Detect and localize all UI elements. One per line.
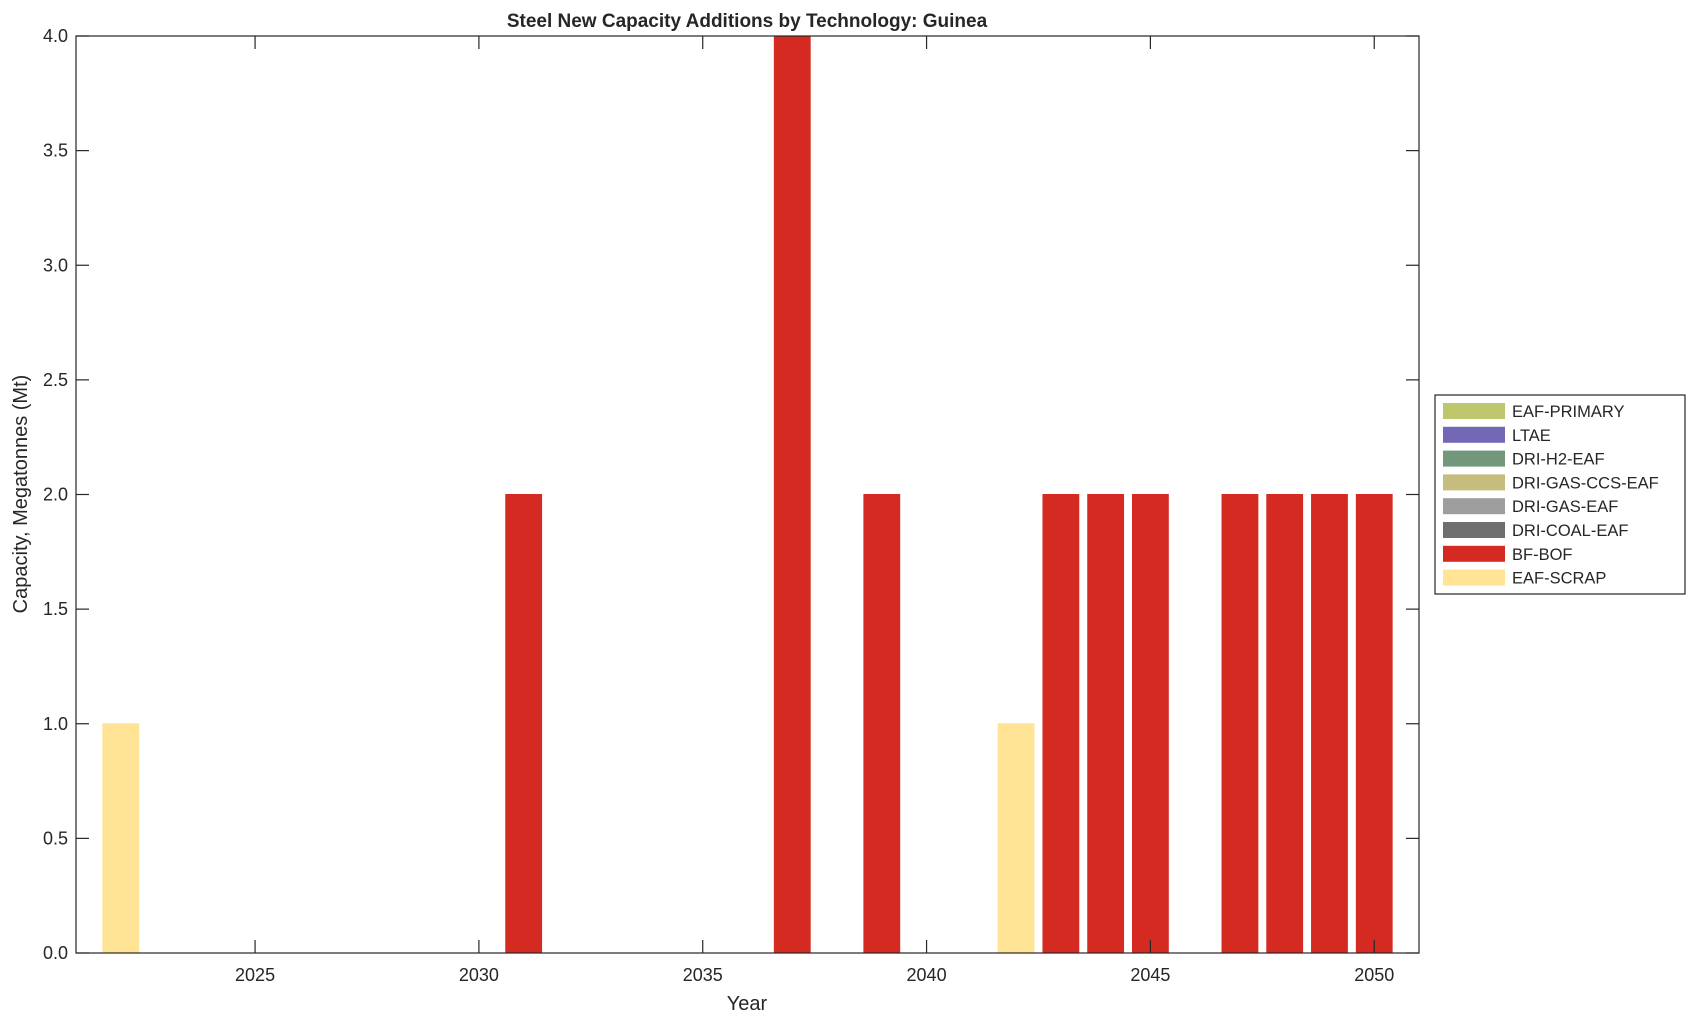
x-tick-label: 2030 bbox=[459, 965, 499, 985]
legend-swatch-eaf-primary bbox=[1443, 403, 1505, 419]
y-tick-label: 2.0 bbox=[43, 485, 68, 505]
legend-swatch-dri-coal-eaf bbox=[1443, 522, 1505, 538]
y-axis-label: Capacity, Megatonnes (Mt) bbox=[10, 375, 32, 614]
legend-swatch-dri-gas-ccs-eaf bbox=[1443, 474, 1505, 491]
legend-swatch-ltae bbox=[1443, 426, 1505, 443]
legend-label: LTAE bbox=[1512, 427, 1551, 445]
y-tick-label: 3.0 bbox=[43, 255, 68, 275]
legend-box bbox=[1434, 394, 1686, 595]
y-tick-label: 1.0 bbox=[43, 714, 68, 734]
bar-bf-bof-2049 bbox=[1311, 494, 1348, 954]
bar-bf-bof-2039 bbox=[863, 494, 901, 954]
bar-eaf-scrap-2022 bbox=[102, 723, 140, 954]
bar-bf-bof-2050 bbox=[1355, 494, 1393, 954]
legend-label: DRI-GAS-EAF bbox=[1512, 498, 1618, 516]
bar-bf-bof-2044 bbox=[1087, 494, 1125, 954]
legend-swatch-bf-bof bbox=[1443, 545, 1505, 562]
x-tick-label: 2045 bbox=[1130, 965, 1170, 985]
y-tick-label: 0.0 bbox=[43, 943, 68, 963]
plot-area-border bbox=[75, 35, 1420, 954]
x-tick-label: 2040 bbox=[907, 965, 947, 985]
legend-label: BF-BOF bbox=[1512, 546, 1573, 564]
legend-label: DRI-H2-EAF bbox=[1512, 451, 1605, 469]
legend: EAF-PRIMARY LTAE DRI-H2-EAF DRI-GAS-CCS-EAF… bbox=[1434, 394, 1686, 595]
y-tick-label: 1.5 bbox=[43, 599, 68, 619]
bar-bf-bof-2048 bbox=[1266, 494, 1304, 954]
x-tick-label: 2025 bbox=[235, 965, 275, 985]
y-tick-label: 4.0 bbox=[43, 26, 68, 46]
x-tick-label: 2035 bbox=[683, 965, 723, 985]
legend-label: DRI-GAS-CCS-EAF bbox=[1512, 474, 1659, 492]
legend-swatch-dri-h2-eaf bbox=[1443, 450, 1505, 467]
bar-bf-bof-2047 bbox=[1221, 494, 1259, 954]
legend-label: EAF-SCRAP bbox=[1512, 570, 1606, 588]
bar-eaf-scrap-2042 bbox=[997, 723, 1035, 954]
legend-swatch-dri-gas-eaf bbox=[1443, 498, 1505, 515]
legend-swatch-eaf-scrap bbox=[1443, 569, 1505, 586]
y-tick-label: 2.5 bbox=[43, 370, 68, 390]
legend-label: DRI-COAL-EAF bbox=[1512, 522, 1628, 540]
y-tick-label: 3.5 bbox=[43, 141, 68, 161]
x-tick-label: 2050 bbox=[1354, 965, 1394, 985]
legend-label: EAF-PRIMARY bbox=[1512, 403, 1624, 421]
bar-bf-bof-2045 bbox=[1131, 494, 1169, 954]
bar-bf-bof-2043 bbox=[1042, 494, 1080, 954]
x-axis-label: Year bbox=[727, 993, 768, 1015]
y-tick-label: 0.5 bbox=[43, 828, 68, 848]
bar-bf-bof-2037 bbox=[773, 35, 811, 954]
chart-title: Steel New Capacity Additions by Technolo… bbox=[507, 11, 988, 32]
bar-bf-bof-2031 bbox=[505, 494, 543, 954]
